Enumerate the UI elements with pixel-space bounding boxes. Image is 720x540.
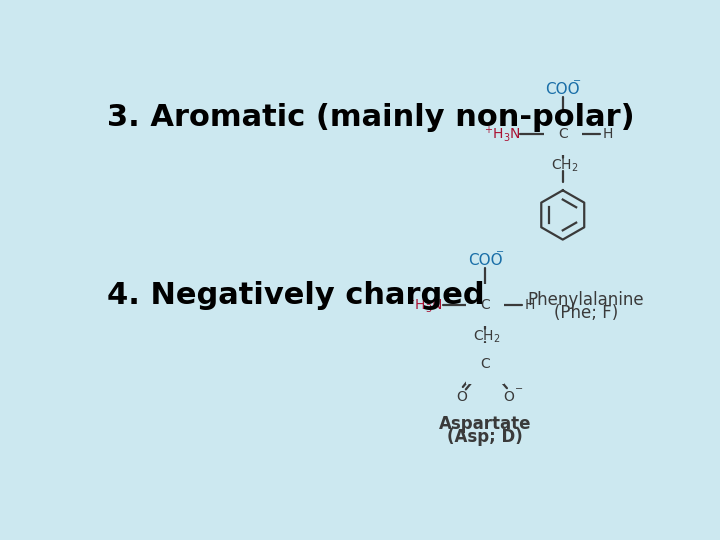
Text: Phenylalanine: Phenylalanine <box>528 291 644 309</box>
Text: $^{+}$H$_3$N: $^{+}$H$_3$N <box>405 295 443 315</box>
Text: C: C <box>558 127 567 141</box>
Text: 3. Aromatic (mainly non-polar): 3. Aromatic (mainly non-polar) <box>107 103 634 132</box>
Text: Aspartate: Aspartate <box>439 415 531 433</box>
Text: $^{+}$H$_3$N: $^{+}$H$_3$N <box>484 124 521 144</box>
Text: (Phe; F): (Phe; F) <box>554 303 618 322</box>
Text: COO: COO <box>468 253 503 268</box>
Text: $^{-}$: $^{-}$ <box>495 248 504 262</box>
Text: COO: COO <box>546 82 580 97</box>
Text: 4. Negatively charged: 4. Negatively charged <box>107 281 485 310</box>
Text: O: O <box>503 390 514 404</box>
Text: H: H <box>525 298 536 312</box>
Text: CH$_2$: CH$_2$ <box>551 158 578 174</box>
Text: H: H <box>603 127 613 141</box>
Text: O: O <box>456 390 467 404</box>
Text: $^{-}$: $^{-}$ <box>514 385 523 399</box>
Text: C: C <box>480 356 490 370</box>
Text: $^{-}$: $^{-}$ <box>572 77 581 91</box>
Text: (Asp; D): (Asp; D) <box>447 428 523 447</box>
Text: CH$_2$: CH$_2$ <box>473 328 500 345</box>
Text: C: C <box>480 298 490 312</box>
